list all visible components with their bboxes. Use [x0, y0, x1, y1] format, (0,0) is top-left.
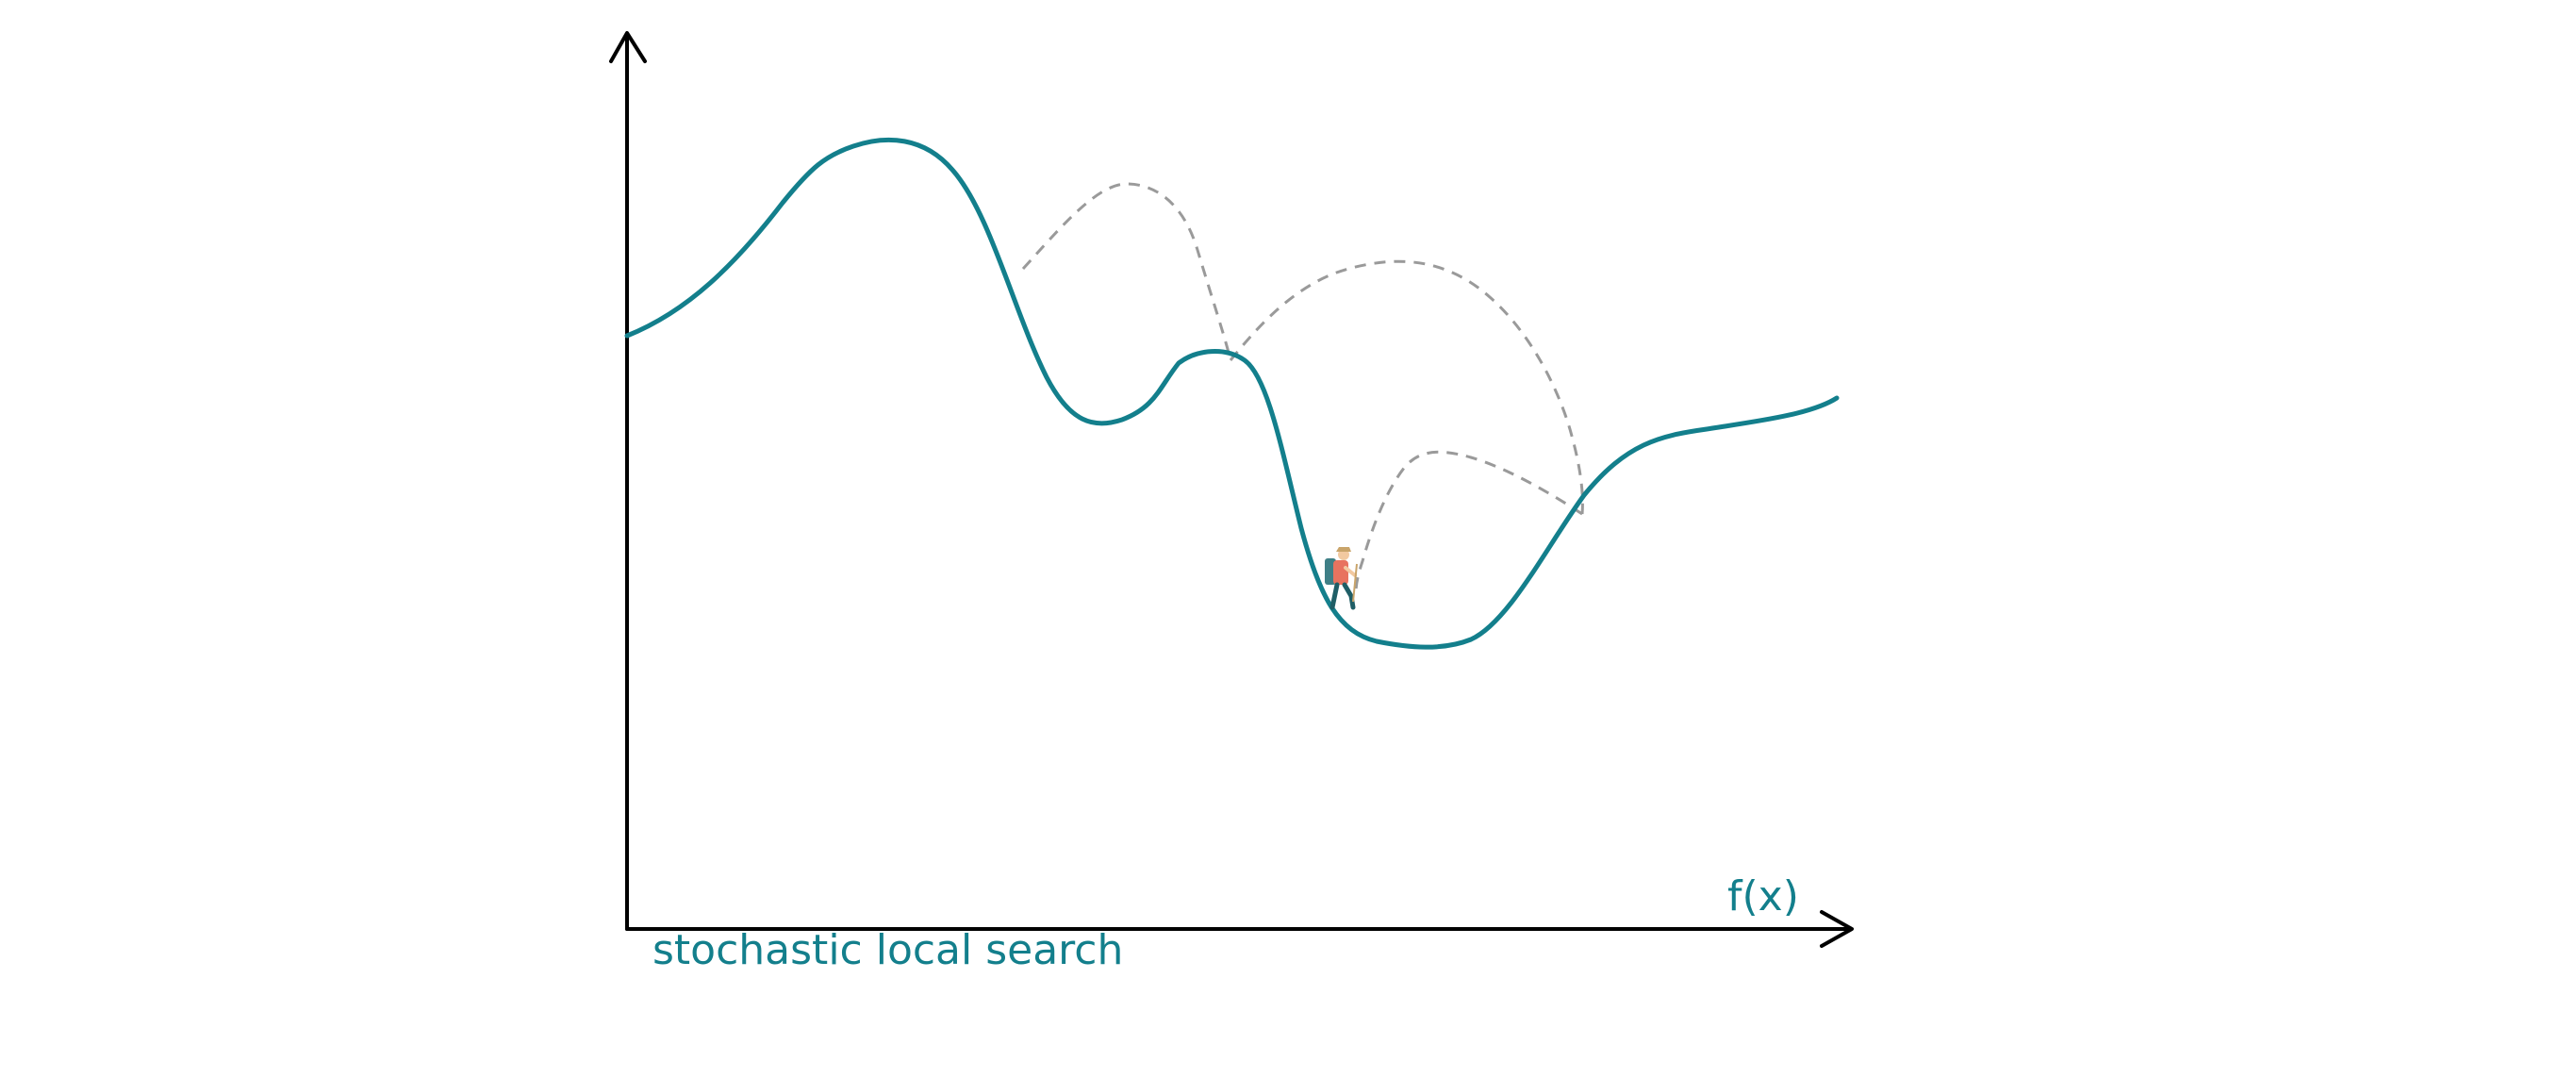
- x-axis-arrowhead: [1820, 910, 1854, 948]
- hiker-stick: [1352, 563, 1358, 603]
- y-axis-arrowhead: [609, 31, 647, 63]
- hiker-hat: [1336, 547, 1351, 552]
- x-axis-label: f(x): [1727, 872, 1799, 920]
- diagram-caption: stochastic local search: [652, 926, 1123, 974]
- hiker-legs: [1329, 582, 1356, 610]
- jump-arc-2: [1229, 259, 1584, 515]
- jump-arc-1: [1021, 182, 1232, 361]
- jump-arc-3: [1354, 450, 1583, 593]
- hiker-arm: [1344, 566, 1357, 577]
- objective-curve: [624, 137, 1840, 650]
- stochastic-jumps: [1021, 182, 1584, 593]
- axes: [609, 31, 1854, 948]
- hiker-icon: [1325, 547, 1358, 610]
- hiker-body: [1333, 560, 1348, 585]
